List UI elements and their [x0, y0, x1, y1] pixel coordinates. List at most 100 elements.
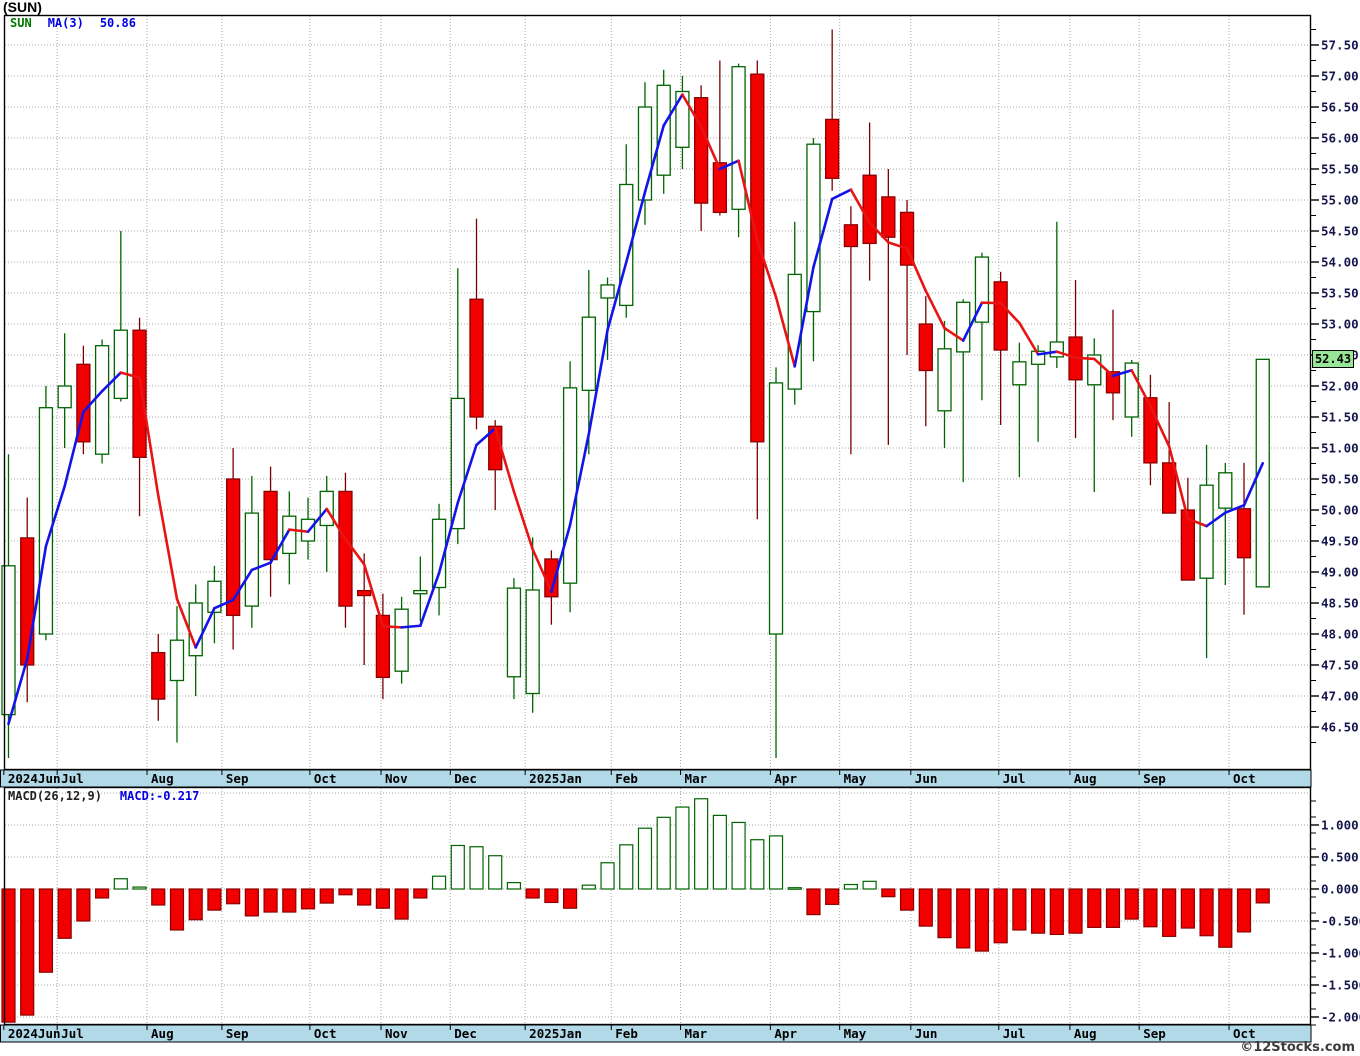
price-tick-label: 53.50: [1321, 286, 1359, 301]
month-band-top: 2024Jun Jul Aug Sep Oct Nov Dec 2025Jan Feb Mar Ap…: [0, 769, 1312, 788]
month-label: Jul: [61, 771, 84, 786]
ma-segment: [606, 260, 628, 332]
price-tick-label: 50.50: [1321, 472, 1359, 487]
macd-histogram: [1, 798, 1270, 1023]
ma-segment: [961, 301, 984, 342]
macd-param-label: MACD(26,12,9): [8, 789, 102, 803]
macd-plot-area[interactable]: [4, 787, 1311, 1025]
ma-label: MA(3): [47, 16, 84, 30]
price-tick-label: 51.50: [1321, 410, 1359, 425]
macd-tick-label: 0.000: [1321, 882, 1359, 897]
macd-bar: [488, 855, 503, 890]
ma-segment: [662, 93, 684, 127]
macd-bar: [113, 878, 128, 890]
ma-segment: [1205, 511, 1227, 528]
macd-tick-label: -1.000: [1321, 946, 1360, 961]
macd-bar: [319, 888, 334, 904]
macd-bar: [1180, 888, 1195, 929]
main-plot-area[interactable]: [4, 15, 1311, 770]
ma-segment: [849, 188, 871, 225]
price-tick-label: 48.50: [1321, 596, 1359, 611]
candle-up: [675, 90, 690, 148]
candle-down: [712, 162, 728, 214]
macd-bar: [431, 875, 447, 890]
macd-bar: [1255, 888, 1270, 904]
macd-bar: [151, 888, 166, 906]
ma-segment: [269, 528, 291, 565]
macd-bar: [20, 888, 35, 1016]
price-tick-label: 47.00: [1321, 689, 1359, 704]
ma-segment: [25, 544, 48, 661]
ma-segment: [924, 289, 946, 330]
macd-bar: [825, 888, 840, 905]
ma-segment: [175, 597, 197, 649]
ma3-line: [7, 93, 1265, 726]
macd-legend: MACD(26,12,9) MACD:-0.217: [8, 789, 217, 803]
macd-value-label: MACD:-0.217: [119, 789, 200, 803]
macd-bar: [469, 846, 484, 890]
ma-segment: [400, 624, 422, 629]
candle-down: [263, 490, 278, 561]
ma-segment: [213, 598, 235, 610]
month-label: 2024Jun: [8, 1026, 61, 1041]
ma-segment: [755, 239, 778, 299]
price-tick-label: 56.50: [1321, 100, 1359, 115]
month-label: Jun: [915, 1026, 938, 1041]
month-label: May: [844, 771, 867, 786]
month-label: Apr: [774, 771, 797, 786]
month-label: Sep: [1143, 1026, 1166, 1041]
macd-bar: [806, 888, 821, 916]
month-label: Oct: [1233, 1026, 1256, 1041]
candle-up: [1012, 361, 1027, 386]
ma-segment: [830, 188, 853, 201]
macd-bar: [188, 888, 203, 921]
month-label: Feb: [615, 771, 638, 786]
symbol-label: SUN: [10, 16, 32, 30]
ma-segment: [119, 371, 141, 380]
candle-up: [974, 256, 990, 323]
macd-bar: [300, 888, 316, 910]
ma-segment: [550, 523, 572, 593]
macd-bar: [581, 884, 596, 890]
ma-segment: [643, 124, 666, 194]
ma-segment: [156, 494, 179, 601]
credit-link[interactable]: ©12Stocks.com: [1240, 1040, 1355, 1055]
ma-segment: [231, 568, 254, 602]
price-tick-label: 56.00: [1321, 131, 1359, 146]
ma-segment: [1149, 404, 1171, 448]
candle-down: [357, 589, 372, 597]
macd-bar: [1218, 888, 1233, 948]
page-title: (SUN): [3, 0, 42, 15]
candle-up: [57, 385, 72, 409]
macd-bar: [94, 888, 110, 899]
ma-segment: [250, 561, 272, 572]
month-label: 2025Jan: [529, 771, 582, 786]
ma-segment: [699, 125, 722, 171]
ma-segment: [1036, 350, 1059, 356]
ma-segment: [437, 501, 460, 575]
candle-up: [282, 515, 297, 555]
price-tick-label: 51.00: [1321, 441, 1359, 456]
price-tick-label: 48.00: [1321, 627, 1359, 642]
ma-segment: [325, 507, 347, 541]
ma-segment: [1092, 357, 1115, 378]
ma-segment: [681, 93, 703, 128]
macd-bar: [263, 888, 278, 913]
macd-tick-label: 1.000: [1321, 818, 1359, 833]
ma-segment: [943, 326, 965, 342]
price-tick-label: 47.50: [1321, 658, 1359, 673]
month-label: Jul: [1003, 771, 1026, 786]
candle-up: [207, 580, 222, 613]
macd-bar: [1068, 888, 1083, 934]
month-label: Sep: [226, 771, 249, 786]
month-label: Oct: [314, 1026, 337, 1041]
month-label: Oct: [314, 771, 337, 786]
ma-segment: [7, 657, 29, 726]
ma-segment: [287, 528, 310, 534]
month-label: Oct: [1233, 771, 1256, 786]
month-label: Aug: [151, 1026, 174, 1041]
macd-bar: [1162, 888, 1177, 937]
price-tick-label: 57.00: [1321, 69, 1359, 84]
macd-bar: [1030, 888, 1046, 934]
